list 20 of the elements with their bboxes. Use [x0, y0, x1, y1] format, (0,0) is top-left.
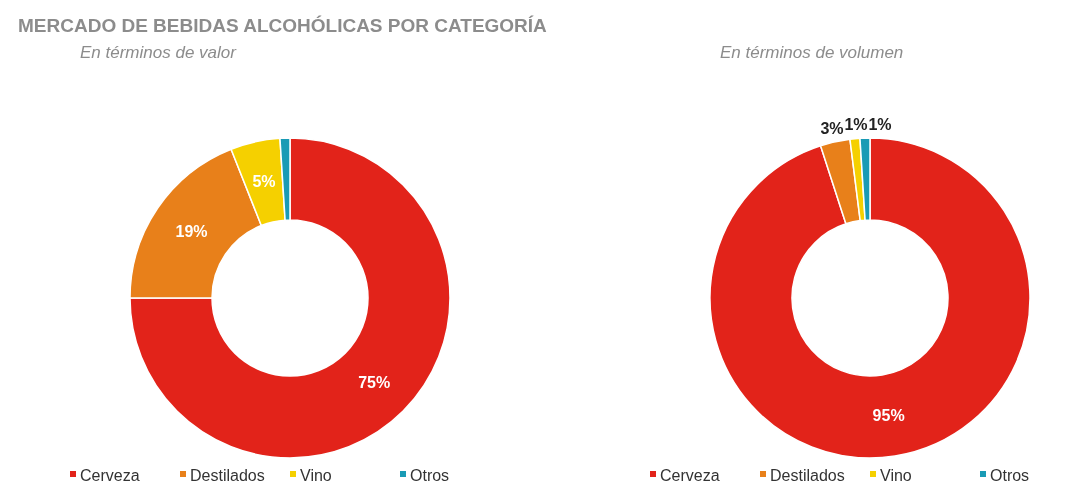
- legend-label: Otros: [990, 466, 1030, 484]
- legend-label: Vino: [880, 466, 912, 484]
- donut-slice: [129, 137, 451, 459]
- data-label: 75%: [358, 373, 391, 391]
- data-label: 1%: [868, 115, 892, 133]
- chart-subtitle: En términos de volumen: [720, 43, 904, 62]
- chart-title: MERCADO DE BEBIDAS ALCOHÓLICAS POR CATEGORÍA: [18, 15, 548, 36]
- legend-label: Vino: [300, 466, 332, 484]
- legend-label: Destilados: [770, 466, 845, 484]
- data-label: 19%: [175, 222, 208, 240]
- data-label: 1%: [844, 116, 868, 134]
- legend-label: Otros: [410, 466, 450, 484]
- legend-label: Cerveza: [80, 466, 140, 484]
- data-label: 3%: [820, 119, 844, 137]
- data-label: 5%: [252, 173, 276, 191]
- donut-slice: [709, 137, 1031, 459]
- legend-label: Destilados: [190, 466, 265, 484]
- chart-subtitle: En términos de valor: [80, 43, 238, 62]
- legend-label: Cerveza: [660, 466, 720, 484]
- data-label: 95%: [872, 407, 905, 425]
